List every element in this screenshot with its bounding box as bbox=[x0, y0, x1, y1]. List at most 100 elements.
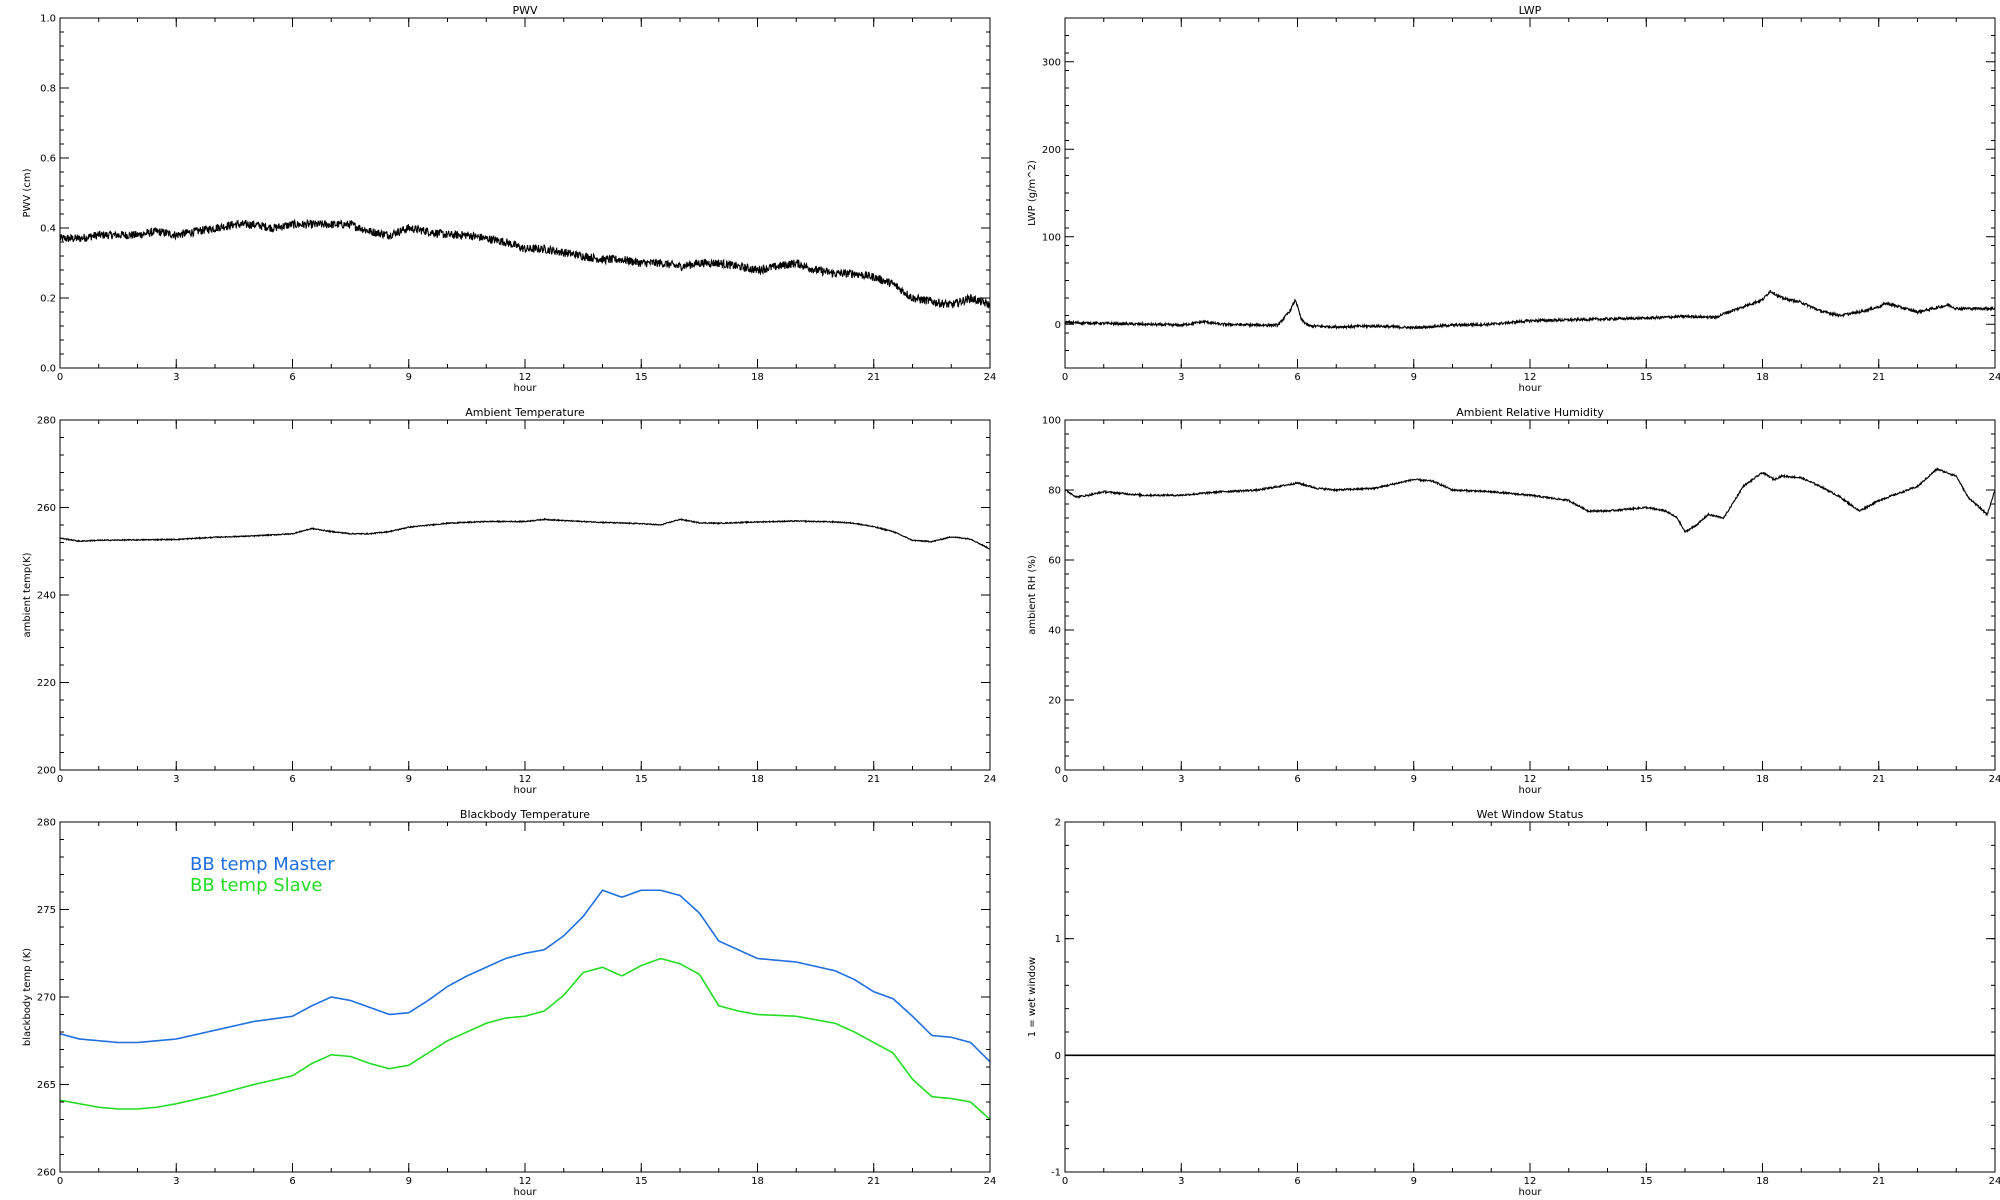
x-tick-label: 21 bbox=[867, 774, 880, 785]
y-tick-label: 220 bbox=[37, 678, 56, 689]
y-tick-label: 0 bbox=[1055, 320, 1061, 331]
chart-title: Wet Window Status bbox=[1477, 808, 1584, 821]
y-tick-label: 100 bbox=[1042, 416, 1061, 427]
x-axis-label: hour bbox=[1519, 383, 1543, 394]
x-tick-label: 12 bbox=[519, 774, 532, 785]
y-tick-label: 200 bbox=[1042, 145, 1061, 156]
x-axis-label: hour bbox=[514, 1187, 538, 1198]
x-tick-label: 0 bbox=[57, 774, 63, 785]
x-tick-label: 3 bbox=[1178, 1176, 1184, 1187]
x-tick-label: 12 bbox=[1524, 372, 1537, 383]
x-tick-label: 21 bbox=[867, 372, 880, 383]
x-tick-label: 24 bbox=[984, 1176, 997, 1187]
x-tick-label: 18 bbox=[751, 1176, 764, 1187]
x-tick-label: 9 bbox=[406, 372, 412, 383]
x-tick-label: 15 bbox=[1640, 372, 1653, 383]
x-tick-label: 15 bbox=[635, 372, 648, 383]
y-tick-label: 0 bbox=[1055, 1051, 1061, 1062]
chart-lwp: 0 3 6 9 12 15 18 21 24 0 100 200 300 LWP hour LWP (g/m^… bbox=[1027, 4, 2000, 394]
y-tick-label: 1.0 bbox=[40, 14, 56, 25]
x-tick-label: 3 bbox=[1178, 774, 1184, 785]
y-axis-label: ambient RH (%) bbox=[1027, 555, 1038, 635]
x-tick-label: 6 bbox=[1294, 774, 1300, 785]
x-tick-label: 6 bbox=[289, 1176, 295, 1187]
x-tick-label: 3 bbox=[173, 372, 179, 383]
legend-entry: BB temp Master bbox=[190, 854, 335, 875]
series-line-series-0 bbox=[1065, 467, 1995, 533]
x-tick-label: 6 bbox=[289, 372, 295, 383]
x-tick-label: 24 bbox=[1989, 372, 2000, 383]
y-tick-label: 265 bbox=[37, 1080, 56, 1091]
plot-frame bbox=[1064, 419, 1996, 771]
x-tick-label: 15 bbox=[1640, 1176, 1653, 1187]
x-tick-label: 18 bbox=[1756, 1176, 1769, 1187]
plot-frame bbox=[1064, 17, 1996, 369]
y-tick-label: 1 bbox=[1055, 934, 1061, 945]
x-tick-label: 0 bbox=[57, 372, 63, 383]
y-tick-label: 260 bbox=[37, 503, 56, 514]
x-tick-label: 24 bbox=[1989, 774, 2000, 785]
x-tick-label: 12 bbox=[519, 372, 532, 383]
x-tick-label: 12 bbox=[1524, 774, 1537, 785]
series-line-series-0 bbox=[60, 218, 990, 309]
x-tick-label: 18 bbox=[1756, 774, 1769, 785]
x-tick-label: 21 bbox=[867, 1176, 880, 1187]
y-tick-label: 280 bbox=[37, 818, 56, 829]
x-tick-label: 21 bbox=[1872, 1176, 1885, 1187]
x-tick-label: 9 bbox=[406, 1176, 412, 1187]
x-tick-label: 6 bbox=[1294, 372, 1300, 383]
y-tick-label: 260 bbox=[37, 1168, 56, 1179]
legend-entry: BB temp Slave bbox=[190, 875, 322, 896]
y-axis-label: LWP (g/m^2) bbox=[1027, 160, 1038, 226]
plot-frame bbox=[59, 17, 991, 369]
x-tick-label: 21 bbox=[1872, 372, 1885, 383]
y-tick-label: 100 bbox=[1042, 232, 1061, 243]
x-tick-label: 18 bbox=[751, 372, 764, 383]
y-axis-label: 1 = wet window bbox=[1027, 957, 1038, 1037]
x-tick-label: 9 bbox=[1411, 774, 1417, 785]
x-tick-label: 0 bbox=[57, 1176, 63, 1187]
y-tick-label: 300 bbox=[1042, 57, 1061, 68]
y-tick-label: 2 bbox=[1055, 818, 1061, 829]
x-tick-label: 6 bbox=[1294, 1176, 1300, 1187]
x-tick-label: 12 bbox=[1524, 1176, 1537, 1187]
series-line-bb-temp-slave bbox=[60, 957, 990, 1121]
chart-title: PWV bbox=[512, 4, 538, 17]
plot-frame bbox=[1064, 821, 1996, 1173]
x-tick-label: 24 bbox=[984, 372, 997, 383]
x-tick-label: 6 bbox=[289, 774, 295, 785]
y-tick-label: 0.8 bbox=[40, 84, 56, 95]
x-axis-label: hour bbox=[514, 383, 538, 394]
x-tick-label: 0 bbox=[1062, 774, 1068, 785]
x-tick-label: 3 bbox=[173, 774, 179, 785]
x-tick-label: 0 bbox=[1062, 1176, 1068, 1187]
x-tick-label: 9 bbox=[1411, 1176, 1417, 1187]
chart-ambient-rh: 0 3 6 9 12 15 18 21 24 0 20 40 60 80 100 Ambient Relati… bbox=[1027, 406, 2000, 796]
x-tick-label: 18 bbox=[1756, 372, 1769, 383]
plot-frame bbox=[59, 419, 991, 771]
y-tick-label: 0.2 bbox=[40, 294, 56, 305]
series-line-bb-temp-master bbox=[60, 889, 990, 1063]
y-tick-label: 20 bbox=[1048, 696, 1061, 707]
y-tick-label: 280 bbox=[37, 416, 56, 427]
y-tick-label: 80 bbox=[1048, 486, 1061, 497]
y-axis-label: ambient temp(K) bbox=[22, 552, 33, 637]
x-tick-label: 9 bbox=[406, 774, 412, 785]
chart-title: LWP bbox=[1519, 4, 1542, 17]
chart-blackbody-temp: 0 3 6 9 12 15 18 21 24 260 265 270 275 280 Blackbody T… bbox=[22, 808, 996, 1198]
chart-ambient-temp: 0 3 6 9 12 15 18 21 24 200 220 240 260 280 Ambient Tem… bbox=[22, 406, 996, 796]
y-tick-label: 0.4 bbox=[40, 224, 56, 235]
x-tick-label: 0 bbox=[1062, 372, 1068, 383]
chart-pwv: 0 3 6 9 12 15 18 21 24 0.0 0.2 0.4 0.6 0.8 1.0 PWV hour P… bbox=[22, 4, 996, 394]
chart-title: Ambient Temperature bbox=[465, 406, 585, 419]
x-tick-label: 21 bbox=[1872, 774, 1885, 785]
x-tick-label: 24 bbox=[984, 774, 997, 785]
y-tick-label: 0.0 bbox=[40, 364, 56, 375]
y-axis-label: blackbody temp (K) bbox=[22, 948, 33, 1046]
y-tick-label: 270 bbox=[37, 993, 56, 1004]
x-tick-label: 3 bbox=[1178, 372, 1184, 383]
y-tick-label: 60 bbox=[1048, 556, 1061, 567]
y-tick-label: -1 bbox=[1051, 1168, 1061, 1179]
